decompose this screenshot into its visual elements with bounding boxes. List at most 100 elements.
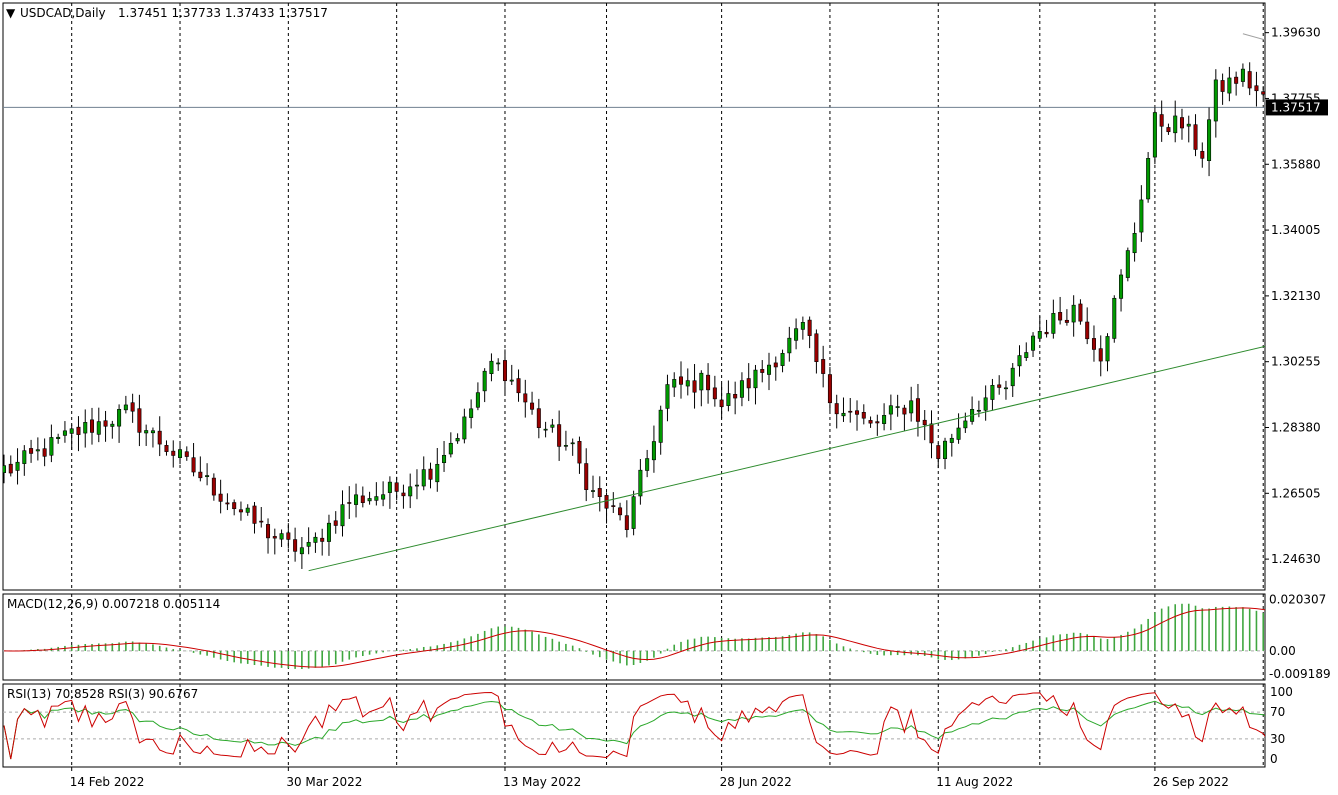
rsi3-line [3, 691, 1265, 760]
candle-body [807, 319, 812, 336]
candle-body [1125, 250, 1130, 278]
price-panel[interactable]: RGR⇧⇧⇧ [2, 33, 1338, 572]
candle-body [597, 488, 602, 497]
candle-body [35, 449, 40, 452]
x-tick-label: 28 Jun 2022 [720, 775, 792, 789]
candle-body [1017, 355, 1022, 367]
trendline-uptrend [308, 345, 1265, 572]
chart-header-arrow[interactable]: ▼ [6, 6, 16, 20]
candle-body [530, 402, 535, 410]
trendlines [308, 33, 1265, 572]
candle-body [1078, 303, 1083, 322]
price-tick-label: 1.34005 [1271, 223, 1321, 237]
x-tick-label: 26 Sep 2022 [1153, 775, 1229, 789]
candle-body [218, 493, 223, 502]
candle-body [225, 502, 230, 505]
candle-body [678, 376, 683, 385]
axes: 1.396301.377551.358801.340051.321301.302… [70, 26, 1331, 789]
candle-body [76, 426, 81, 435]
main-panel-frame [2, 2, 1266, 591]
rsi-label: RSI(13) 70.8528 RSI(3) 90.6767 [7, 687, 198, 701]
candle-body [1322, 137, 1325, 155]
candle-body [563, 445, 568, 447]
candle-body [1085, 321, 1090, 340]
candle-body [915, 398, 920, 422]
candle-body [577, 440, 582, 464]
candle-body [401, 492, 406, 497]
candle-body [868, 420, 873, 424]
candle-body [611, 505, 616, 507]
candle-body [421, 469, 426, 487]
ohlc-header: 1.37451 1.37733 1.37433 1.37517 [118, 6, 328, 20]
price-tick-label: 1.24630 [1271, 552, 1321, 566]
candle-body [570, 442, 575, 445]
candle-body [482, 370, 487, 392]
candle-body [49, 437, 54, 456]
candle-body [69, 428, 74, 434]
candle-body [137, 408, 142, 433]
candle-body [949, 437, 954, 443]
candle-body [374, 496, 379, 501]
candle-body [83, 422, 88, 434]
candle-body [1051, 313, 1056, 334]
candle-body [286, 532, 291, 540]
candle-body [293, 539, 298, 552]
macd-panel-frame [2, 593, 1266, 681]
candle-body [1254, 85, 1259, 92]
candle-body [922, 419, 927, 426]
candle-body [157, 430, 162, 445]
candle-body [1220, 80, 1225, 92]
candle-body [692, 380, 697, 393]
candle-body [150, 430, 155, 434]
macd-tick-label: 0.020307 [1269, 593, 1326, 607]
candle-body [584, 463, 589, 490]
candle-body [814, 333, 819, 362]
candle-body [733, 393, 738, 399]
candle-body [1166, 127, 1171, 133]
candle-body [489, 360, 494, 375]
grid [3, 3, 1265, 767]
candle-body [1200, 151, 1205, 159]
rsi-panel[interactable] [3, 691, 1338, 760]
candle-body [855, 410, 860, 415]
candle-body [1037, 331, 1042, 339]
candle-body [279, 533, 284, 540]
candle-body [590, 490, 595, 492]
candle-body [266, 524, 271, 539]
candle-body [387, 481, 392, 493]
candle-body [672, 379, 677, 388]
candle-body [15, 461, 20, 471]
candle-body [746, 378, 751, 389]
candle-body [861, 412, 866, 419]
candle-body [414, 484, 419, 487]
macd-tick-label: 0.00 [1269, 644, 1296, 658]
price-tick-label: 1.26505 [1271, 486, 1321, 500]
candle-body [604, 495, 609, 509]
candle-body [719, 399, 724, 408]
candle-body [1024, 352, 1029, 358]
candle-body [347, 502, 352, 504]
candle-body [1289, 122, 1292, 137]
candle-body [198, 471, 203, 479]
candle-body [1261, 91, 1265, 95]
candle-body [178, 449, 183, 458]
x-tick-label: 11 Aug 2022 [936, 775, 1013, 789]
candle-body [367, 498, 372, 502]
candle-body [1119, 274, 1124, 299]
candle-body [618, 507, 623, 516]
macd-panel[interactable] [3, 603, 1338, 672]
candle-body [1044, 331, 1049, 335]
candle-body [435, 463, 440, 483]
candle-body [42, 448, 47, 457]
candle-body [96, 421, 101, 435]
candle-body [448, 442, 453, 455]
candle-body [794, 328, 799, 341]
x-tick-label: 30 Mar 2022 [286, 775, 362, 789]
candle-body [90, 419, 95, 433]
candle-body [164, 445, 169, 452]
candle-body [909, 400, 914, 414]
candle-body [340, 504, 345, 527]
candle-body [1091, 338, 1096, 350]
candle-body [211, 477, 216, 496]
trendline-downtrend [1242, 33, 1265, 41]
